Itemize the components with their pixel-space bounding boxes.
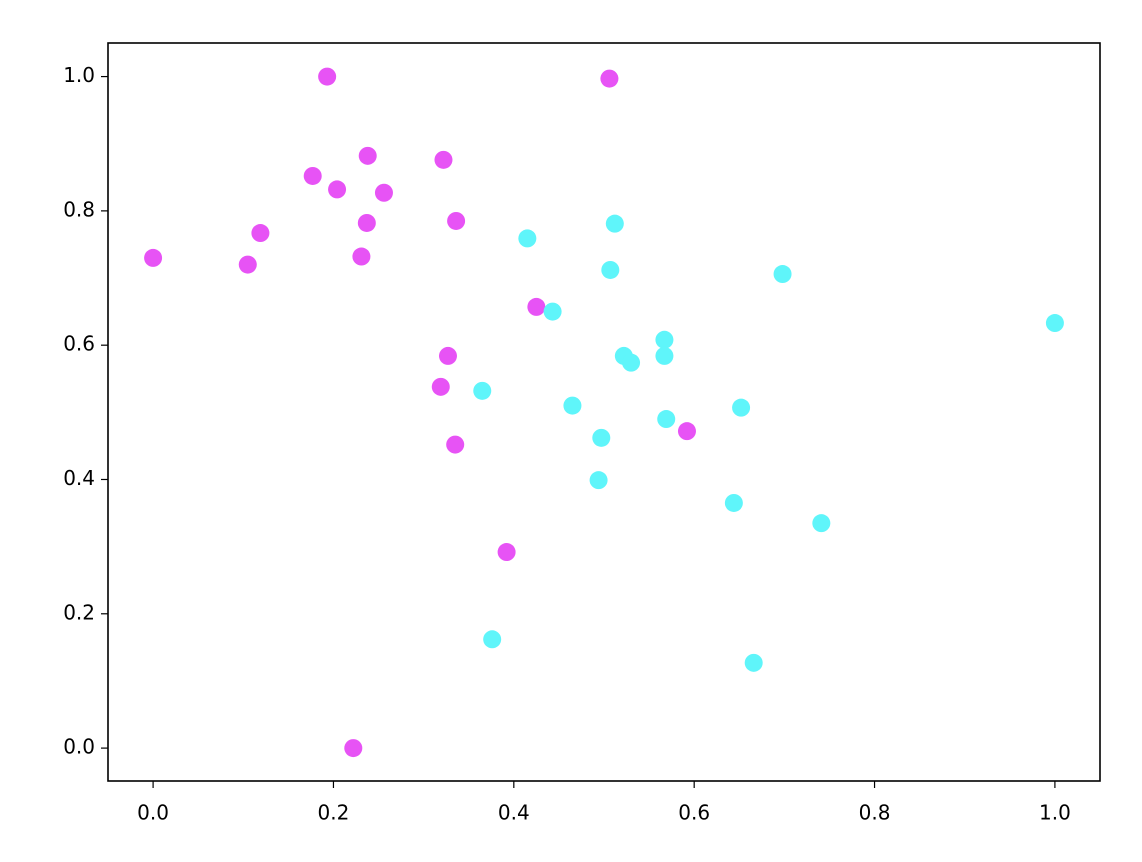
y-tick-label: 0.8 bbox=[63, 197, 95, 221]
point bbox=[563, 396, 582, 415]
point bbox=[358, 146, 377, 165]
point bbox=[655, 330, 674, 349]
point bbox=[655, 346, 674, 365]
point bbox=[601, 260, 620, 279]
point bbox=[527, 297, 546, 316]
point bbox=[328, 180, 347, 199]
point bbox=[600, 69, 619, 88]
point bbox=[518, 229, 537, 248]
y-tick-label: 1.0 bbox=[63, 63, 95, 87]
point bbox=[438, 346, 457, 365]
point bbox=[344, 739, 363, 758]
point bbox=[303, 166, 322, 185]
point bbox=[677, 422, 696, 441]
point bbox=[447, 211, 466, 230]
point bbox=[497, 543, 516, 562]
point bbox=[318, 67, 337, 86]
point bbox=[812, 514, 831, 533]
point bbox=[724, 493, 743, 512]
point bbox=[744, 653, 763, 672]
point bbox=[1045, 314, 1064, 333]
point bbox=[605, 214, 624, 233]
x-tick-label: 0.0 bbox=[137, 801, 169, 825]
y-tick-label: 0.0 bbox=[63, 735, 95, 759]
point bbox=[483, 630, 502, 649]
point bbox=[251, 224, 270, 243]
point bbox=[473, 381, 492, 400]
point bbox=[732, 398, 751, 417]
y-tick-label: 0.4 bbox=[63, 466, 95, 490]
y-tick-label: 0.6 bbox=[63, 332, 95, 356]
point bbox=[446, 435, 465, 454]
y-tick-label: 0.2 bbox=[63, 600, 95, 624]
point bbox=[374, 183, 393, 202]
point bbox=[431, 377, 450, 396]
plot-frame bbox=[107, 42, 1101, 782]
x-tick-label: 0.6 bbox=[678, 801, 710, 825]
point bbox=[357, 213, 376, 232]
x-tick-label: 0.8 bbox=[859, 801, 891, 825]
point bbox=[434, 150, 453, 169]
x-tick-label: 1.0 bbox=[1039, 801, 1071, 825]
x-tick-label: 0.4 bbox=[498, 801, 530, 825]
point bbox=[657, 410, 676, 429]
point bbox=[144, 248, 163, 267]
point bbox=[589, 471, 608, 490]
point bbox=[352, 247, 371, 266]
point bbox=[238, 255, 257, 274]
point bbox=[773, 265, 792, 284]
x-tick-label: 0.2 bbox=[318, 801, 350, 825]
point bbox=[622, 353, 641, 372]
point bbox=[543, 302, 562, 321]
point bbox=[592, 428, 611, 447]
